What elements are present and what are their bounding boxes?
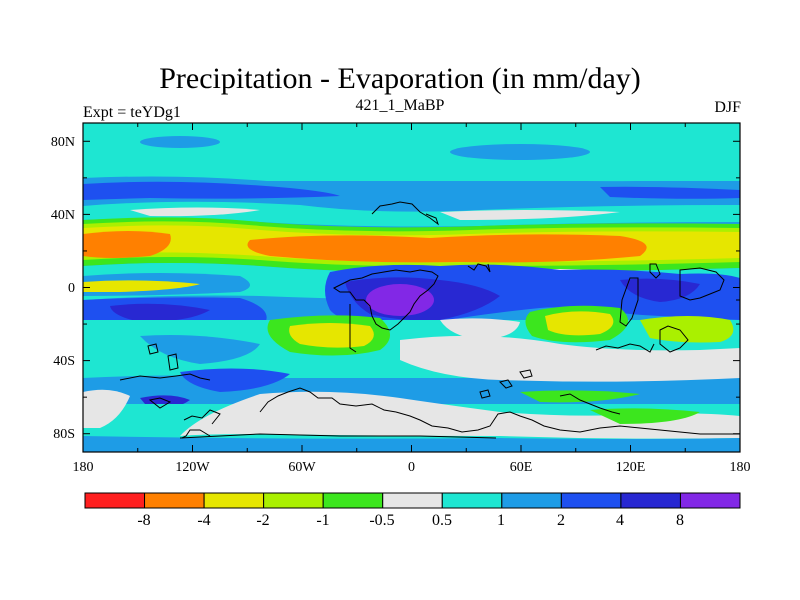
x-tick-label-120w: 120W <box>175 460 210 475</box>
colorbar-swatch <box>382 492 443 509</box>
map-field <box>83 123 740 452</box>
colorbar-label: 1 <box>497 512 505 529</box>
colorbar-label: -8 <box>137 512 150 529</box>
colorbar-label: 8 <box>676 512 684 529</box>
x-tick-label-0: 0 <box>408 460 415 475</box>
colorbar-labels: -8 -4 -2 -1 -0.5 0.5 1 2 4 8 <box>137 512 684 529</box>
x-tick-label-180e: 180 <box>730 460 751 475</box>
coastlines <box>119 201 740 439</box>
colorbar-swatch <box>322 492 384 509</box>
x-tick-label-120e: 120E <box>616 460 646 475</box>
x-tick-label-180w: 180 <box>73 460 94 475</box>
colorbar-swatch <box>679 492 741 509</box>
colorbar-swatch <box>560 492 622 509</box>
colorbar-swatch <box>203 492 265 509</box>
time-label: 421_1_MaBP <box>355 97 445 114</box>
colorbar-label: 4 <box>616 512 624 529</box>
x-tick-label-60w: 60W <box>288 460 316 475</box>
colorbar-label: 0.5 <box>432 512 452 529</box>
chart-title: Precipitation - Evaporation (in mm/day) <box>159 62 641 95</box>
y-tick-label-40s: 40S <box>53 354 75 369</box>
colorbar-swatch <box>501 492 562 509</box>
colorbar-swatch <box>620 492 681 509</box>
colorbar-swatch <box>144 492 205 509</box>
y-tick-label-80s: 80S <box>53 427 75 442</box>
colorbar-swatch <box>441 492 503 509</box>
experiment-label: Expt = teYDg1 <box>83 104 181 121</box>
colorbar-label: 2 <box>557 512 565 529</box>
colorbar-label: -0.5 <box>369 512 394 529</box>
axis-ticks <box>82 123 741 452</box>
colorbar-label: -4 <box>197 512 210 529</box>
y-tick-label-40n: 40N <box>51 208 75 223</box>
y-tick-label-0: 0 <box>68 281 75 296</box>
colorbar-swatch <box>263 492 324 509</box>
x-tick-label-60e: 60E <box>510 460 533 475</box>
colorbar <box>84 492 741 509</box>
colorbar-label: -1 <box>316 512 329 529</box>
season-label: DJF <box>714 99 741 116</box>
colorbar-label: -2 <box>256 512 269 529</box>
colorbar-swatch <box>84 492 146 509</box>
y-tick-label-80n: 80N <box>51 135 75 150</box>
